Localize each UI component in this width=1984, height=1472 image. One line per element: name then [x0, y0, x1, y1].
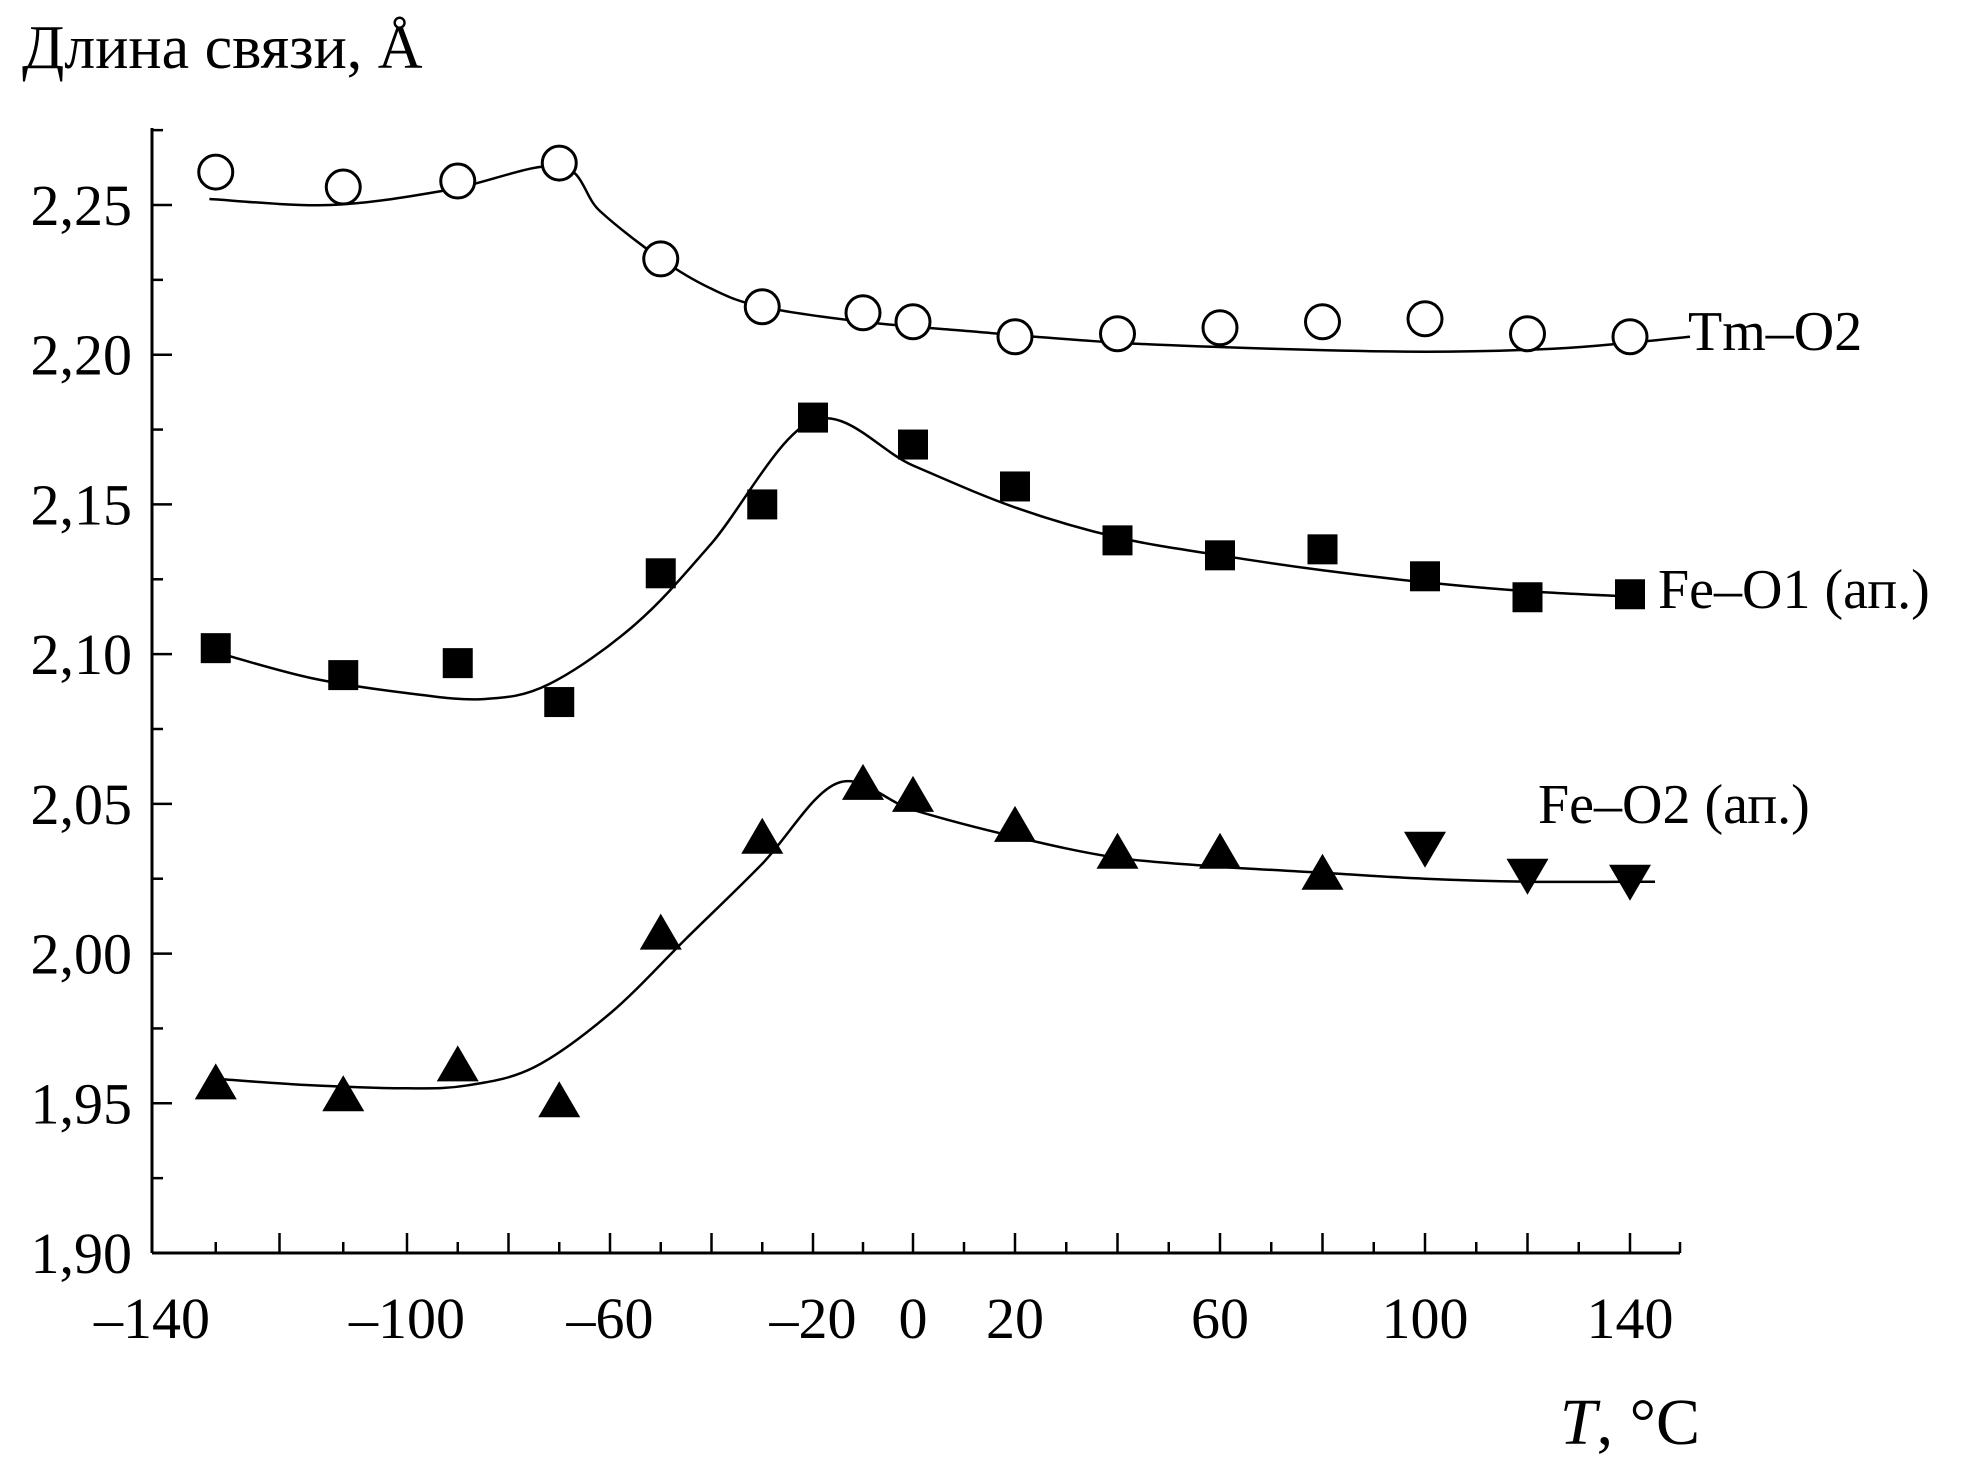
data-point-circle	[1304, 303, 1341, 341]
data-point-circle	[894, 303, 932, 341]
x-tick-label: –140	[93, 1286, 210, 1351]
data-point-triangle-up	[1301, 853, 1344, 890]
data-point-triangle-up	[194, 1063, 237, 1100]
data-point-square	[1512, 582, 1543, 613]
x-tick-label: –100	[348, 1286, 465, 1351]
y-tick-label: 2,25	[31, 173, 133, 238]
fit-curve-series-0	[209, 164, 1691, 353]
fit-curve-series-2	[222, 779, 1656, 1090]
data-point-square	[1205, 540, 1235, 571]
data-point-triangle-up	[892, 775, 934, 812]
series-label-fe-o2: Fe–O2 (ап.)	[1538, 774, 1810, 836]
x-tick-label: 20	[986, 1286, 1044, 1351]
data-point-triangle-up	[842, 763, 884, 800]
data-point-square	[328, 660, 359, 691]
data-point-square	[1307, 534, 1338, 565]
data-point-circle	[197, 153, 235, 191]
data-point-circle	[439, 162, 477, 200]
y-tick-label: 1,95	[31, 1071, 133, 1136]
data-point-triangle-up	[994, 805, 1036, 842]
y-axis-title: Длина связи, Å	[22, 14, 423, 82]
y-tick-label: 2,15	[31, 472, 133, 537]
x-tick-label: 60	[1191, 1286, 1249, 1351]
data-point-square	[747, 489, 778, 520]
data-point-circle	[844, 294, 882, 332]
data-point-triangle-up	[322, 1075, 365, 1112]
data-point-square	[1000, 471, 1030, 502]
data-point-circle	[324, 168, 362, 206]
data-point-circle	[743, 288, 781, 326]
data-point-square	[442, 648, 473, 679]
data-point-square	[1102, 525, 1133, 556]
data-point-triangle-up	[538, 1081, 581, 1118]
y-tick-label: 1,90	[31, 1221, 133, 1286]
y-tick-label: 2,10	[31, 622, 133, 687]
x-tick-label: 100	[1382, 1286, 1469, 1351]
data-point-triangle-up	[741, 817, 784, 854]
data-point-triangle-up	[436, 1045, 479, 1082]
data-point-circle	[1406, 300, 1444, 338]
x-tick-label: –20	[769, 1286, 857, 1351]
fit-curves	[209, 164, 1691, 1090]
data-point-square	[645, 558, 676, 589]
data-point-circle	[540, 144, 578, 182]
x-tick-label: 0	[899, 1286, 928, 1351]
data-point-triangle-down	[1404, 831, 1446, 868]
x-axis-title: T, °С	[1560, 1386, 1700, 1459]
data-point-circle	[1201, 309, 1239, 347]
data-point-square	[544, 687, 575, 718]
data-point-triangle-down	[1506, 858, 1549, 895]
data-point-square	[898, 429, 928, 460]
data-point-square	[798, 402, 828, 433]
series-label-tm-o2: Tm–O2	[1688, 301, 1862, 363]
y-tick-label: 2,05	[31, 772, 133, 837]
data-point-circle	[996, 318, 1034, 356]
x-tick-label: –60	[566, 1286, 654, 1351]
data-point-square	[1410, 561, 1440, 592]
data-point-circle	[1611, 318, 1649, 356]
data-point-square	[1615, 579, 1645, 610]
series-label-fe-o1: Fe–O1 (ап.)	[1658, 559, 1930, 621]
data-markers	[194, 144, 1651, 1118]
data-point-circle	[1099, 315, 1136, 353]
x-tick-label: 140	[1587, 1286, 1674, 1351]
axes: 1,90 1,95 2,00 2,05 2,10 2,15 2,20 2,25 –140 –100…	[31, 128, 1682, 1351]
data-point-triangle-up	[639, 913, 682, 950]
data-point-triangle-up	[1096, 832, 1139, 869]
fit-curve-series-1	[221, 417, 1646, 701]
data-point-circle	[642, 240, 680, 278]
y-tick-label: 2,20	[31, 323, 133, 388]
data-point-triangle-down	[1609, 864, 1651, 901]
data-point-circle	[1509, 315, 1546, 353]
y-tick-label: 2,00	[31, 922, 133, 987]
data-point-triangle-up	[1199, 832, 1241, 869]
data-point-square	[200, 633, 231, 664]
